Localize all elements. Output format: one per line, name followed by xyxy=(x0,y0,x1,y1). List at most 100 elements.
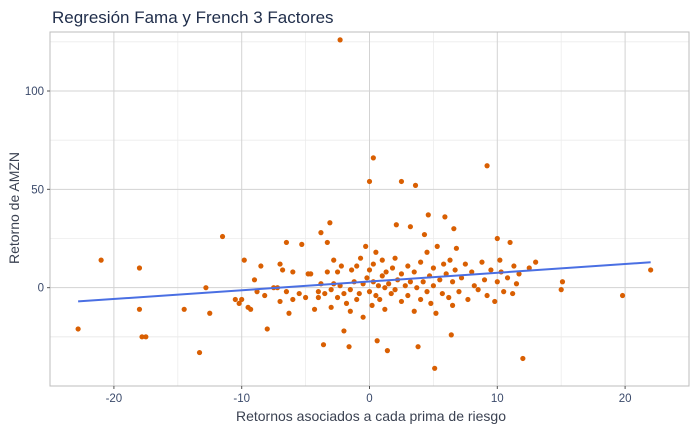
data-point xyxy=(447,257,453,263)
data-point xyxy=(648,267,654,273)
y-axis-label: Retorno de AMZN xyxy=(6,152,22,264)
data-point xyxy=(484,163,490,169)
grid xyxy=(49,32,690,386)
data-point xyxy=(511,263,517,269)
data-point xyxy=(337,37,343,43)
data-point xyxy=(414,285,420,291)
y-axis-ticks: 0 50 100 xyxy=(25,86,50,295)
data-point xyxy=(357,255,364,261)
regression-line-group xyxy=(78,261,651,303)
data-point xyxy=(334,269,341,275)
data-point xyxy=(98,257,104,263)
data-point xyxy=(236,300,242,306)
data-point xyxy=(311,306,318,312)
data-point xyxy=(324,269,330,275)
data-point xyxy=(501,289,507,295)
data-point xyxy=(139,334,145,340)
data-point xyxy=(324,239,330,246)
data-point xyxy=(421,231,428,238)
data-point xyxy=(346,344,352,350)
data-point xyxy=(366,289,373,295)
data-point xyxy=(398,178,405,185)
data-point xyxy=(424,249,430,255)
data-point xyxy=(465,296,471,303)
data-point xyxy=(456,289,462,295)
data-point xyxy=(136,306,143,312)
regression-line xyxy=(78,261,651,303)
data-point xyxy=(203,285,209,291)
data-point xyxy=(370,261,376,267)
data-point xyxy=(559,279,566,285)
data-point xyxy=(507,239,513,246)
x-tick-label: -10 xyxy=(233,393,250,405)
data-point xyxy=(232,296,238,303)
data-point xyxy=(383,269,389,275)
data-point xyxy=(398,271,405,277)
data-point xyxy=(369,302,375,308)
data-point xyxy=(510,290,516,297)
data-point xyxy=(449,279,456,285)
data-point xyxy=(299,241,305,247)
data-point xyxy=(366,178,373,185)
data-point xyxy=(516,271,522,277)
data-point xyxy=(328,304,334,310)
data-point xyxy=(354,296,360,303)
data-point xyxy=(471,283,477,289)
data-point xyxy=(407,279,413,285)
data-point xyxy=(437,277,443,283)
data-point xyxy=(453,245,460,251)
data-point xyxy=(479,259,485,265)
data-point xyxy=(328,287,334,293)
data-point xyxy=(386,281,392,287)
data-point xyxy=(248,306,254,312)
data-point xyxy=(303,294,309,301)
data-point xyxy=(407,224,413,230)
data-point xyxy=(430,265,436,271)
data-point xyxy=(452,267,458,273)
data-point xyxy=(388,290,394,297)
data-point xyxy=(392,255,398,261)
data-point xyxy=(241,257,247,263)
data-point xyxy=(442,214,448,220)
data-point xyxy=(392,287,398,293)
data-point xyxy=(283,239,290,246)
data-point xyxy=(492,298,498,305)
data-point xyxy=(315,289,321,295)
data-point xyxy=(424,289,430,295)
data-point xyxy=(347,287,353,293)
data-point xyxy=(504,275,511,281)
data-point xyxy=(315,294,321,301)
data-point xyxy=(513,281,520,287)
data-point xyxy=(430,283,436,289)
data-point xyxy=(254,289,260,295)
data-point xyxy=(360,314,366,320)
data-point xyxy=(366,267,373,273)
data-point xyxy=(356,290,362,297)
data-point xyxy=(428,300,434,306)
data-point xyxy=(379,273,385,279)
data-point xyxy=(402,283,408,289)
data-point xyxy=(458,275,465,281)
data-point xyxy=(262,292,268,299)
data-point xyxy=(136,265,143,271)
data-point xyxy=(558,287,564,293)
data-point xyxy=(418,296,424,303)
data-point xyxy=(308,271,314,277)
x-tick-label: 20 xyxy=(619,393,632,405)
data-point xyxy=(494,279,500,285)
data-point xyxy=(75,326,81,332)
data-point xyxy=(334,294,341,301)
data-point xyxy=(497,257,503,263)
data-point xyxy=(143,334,149,340)
data-point xyxy=(415,344,421,350)
data-point xyxy=(462,261,468,267)
data-point xyxy=(375,283,382,289)
x-tick-label: 10 xyxy=(491,393,504,405)
data-point xyxy=(384,348,390,354)
data-point xyxy=(219,233,226,240)
data-point xyxy=(398,298,405,305)
data-point xyxy=(382,306,388,312)
data-point xyxy=(412,182,419,188)
data-point xyxy=(418,259,424,265)
